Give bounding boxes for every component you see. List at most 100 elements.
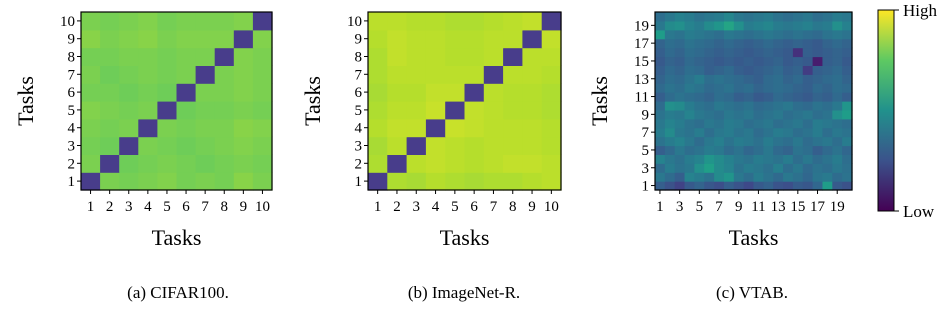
heatmap-cell (802, 127, 814, 138)
x-ticks: 1 3 5 7 9 11 13 15 17 19 (656, 190, 845, 215)
heatmap-cell (503, 29, 523, 49)
heatmap-cell (842, 101, 853, 111)
heatmap-cell (792, 92, 804, 102)
heatmap-cell (832, 38, 843, 49)
heatmap-cell (773, 154, 784, 164)
heatmap-cell (464, 101, 485, 120)
heatmap-cell (406, 172, 427, 191)
heatmap-cell (783, 20, 794, 31)
heatmap-cell (119, 118, 139, 138)
heatmap-cell (684, 172, 695, 182)
heatmap-cell (792, 136, 804, 147)
x-tick-label: 9 (528, 199, 536, 215)
heatmap-cell (522, 83, 543, 102)
heatmap-cell (157, 118, 178, 138)
heatmap-cell (763, 145, 774, 155)
heatmap-cell (733, 65, 745, 75)
heatmap-cell (812, 20, 824, 31)
heatmap-cell (694, 65, 705, 75)
heatmap-cell (655, 47, 666, 58)
heatmap-cell (655, 101, 666, 111)
heatmap-cell (233, 172, 254, 191)
heatmap-cell (425, 154, 446, 173)
heatmap-cell (100, 65, 120, 84)
heatmap-cell (832, 20, 843, 31)
heatmap-cell (753, 181, 764, 191)
heatmap-cell (541, 101, 562, 120)
heatmap-cell (387, 47, 408, 66)
heatmap-cell (714, 181, 725, 191)
heatmap-cell (832, 74, 843, 84)
heatmap-cell (802, 172, 814, 182)
heatmap-cell (655, 118, 666, 129)
heatmap-cell (714, 163, 725, 173)
heatmap-cell (655, 136, 666, 147)
heatmap-cell (753, 38, 764, 49)
heatmap-cell (664, 56, 676, 66)
y-tick-label: 6 (355, 85, 363, 101)
heatmap-cell (792, 12, 804, 22)
heatmap-cell (655, 154, 666, 164)
heatmap-cell (743, 118, 755, 129)
heatmap-cell (694, 92, 705, 102)
heatmap-cell (812, 101, 824, 111)
heatmap-cell-diagonal (81, 172, 101, 191)
heatmap-cell (674, 101, 686, 111)
heatmap-cell (723, 101, 735, 111)
heatmap-cell (773, 38, 784, 49)
heatmap-cell (233, 12, 254, 31)
heatmap-cell (138, 47, 158, 66)
heatmap-cell (832, 29, 843, 40)
heatmap-cell (812, 172, 824, 182)
panel-caption: (a) CIFAR100. (127, 283, 229, 302)
heatmap-cell (812, 145, 824, 155)
heatmap-cell (802, 74, 814, 84)
heatmap-cell (674, 109, 686, 120)
heatmap-cell (694, 145, 705, 155)
heatmap-cell (176, 101, 197, 120)
heatmap-cell (704, 127, 715, 138)
heatmap-cell (783, 65, 794, 75)
heatmap-cell (664, 163, 676, 173)
heatmap-cell (704, 136, 715, 147)
heatmap-cell (541, 29, 562, 49)
heatmap-cell (233, 83, 254, 102)
heatmap-cell (753, 163, 764, 173)
heatmap-cell (522, 101, 543, 120)
heatmap-cell (214, 65, 235, 84)
x-axis-label: Tasks (729, 225, 779, 250)
heatmap-cell (812, 92, 824, 102)
heatmap-cell (541, 136, 562, 155)
heatmap-cell (214, 172, 235, 191)
heatmap-cell (792, 20, 804, 31)
heatmap-cell (783, 145, 794, 155)
x-tick-label: 13 (771, 199, 786, 215)
x-tick-label: 1 (87, 199, 95, 215)
panel-caption: (c) VTAB. (716, 283, 788, 302)
heatmap-cell (822, 29, 833, 40)
heatmap-cell (425, 172, 446, 191)
heatmap-cell (368, 29, 388, 49)
y-tick-label: 6 (68, 85, 76, 101)
heatmap-cell (503, 136, 523, 155)
plot-frame (367, 11, 562, 191)
heatmap-cell (425, 65, 446, 84)
heatmap-cell (483, 47, 504, 66)
heatmap-cell (684, 47, 695, 58)
heatmap-cell (802, 181, 814, 191)
heatmap-cell (842, 20, 853, 31)
heatmap-cell (664, 109, 676, 120)
heatmap-cell (773, 92, 784, 102)
heatmap-cell (694, 38, 705, 49)
heatmap-cell (812, 38, 824, 49)
heatmap-cell (743, 181, 755, 191)
heatmap-cell (522, 47, 543, 66)
heatmap-cell (743, 172, 755, 182)
heatmap-cell (783, 47, 794, 58)
heatmap-cell (252, 47, 273, 66)
heatmap-cell (733, 56, 745, 66)
heatmap-cell (714, 29, 725, 40)
heatmap-cell (842, 38, 853, 49)
heatmap-cell-diagonal (138, 118, 158, 138)
heatmap-cell (664, 154, 676, 164)
